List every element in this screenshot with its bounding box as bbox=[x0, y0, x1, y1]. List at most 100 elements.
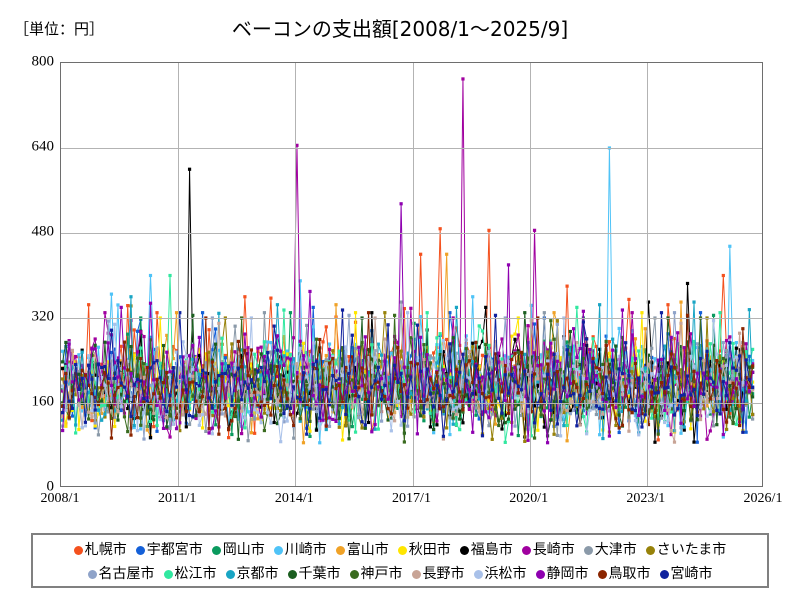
legend-item-浜松市[interactable]: 浜松市 bbox=[473, 567, 527, 581]
data-point-marker bbox=[493, 414, 498, 418]
legend-item-長野市[interactable]: 長野市 bbox=[411, 567, 465, 581]
data-point-marker bbox=[513, 377, 517, 381]
data-point-marker bbox=[246, 397, 250, 401]
data-point-marker bbox=[161, 381, 166, 385]
gridline-horizontal bbox=[61, 233, 762, 234]
data-point-marker bbox=[578, 346, 582, 351]
legend-item-大津市[interactable]: 大津市 bbox=[583, 543, 637, 557]
data-point-marker bbox=[96, 372, 101, 377]
data-point-marker bbox=[575, 360, 579, 364]
data-point-marker bbox=[467, 380, 472, 384]
legend-item-福島市[interactable]: 福島市 bbox=[459, 543, 513, 557]
legend-item-松江市[interactable]: 松江市 bbox=[163, 567, 217, 581]
data-point-marker bbox=[266, 390, 270, 394]
data-point-marker bbox=[627, 374, 631, 378]
data-point-marker bbox=[350, 368, 354, 372]
data-point-marker bbox=[249, 348, 253, 352]
data-point-marker bbox=[399, 394, 403, 398]
legend-item-長崎市[interactable]: 長崎市 bbox=[521, 543, 575, 557]
data-point-marker bbox=[253, 352, 257, 356]
data-point-marker bbox=[197, 353, 201, 357]
data-point-marker bbox=[666, 408, 670, 412]
data-point-marker bbox=[184, 373, 188, 377]
data-point-marker bbox=[165, 376, 169, 380]
data-point-marker bbox=[591, 349, 595, 353]
data-point-marker bbox=[656, 416, 660, 421]
legend-item-静岡市[interactable]: 静岡市 bbox=[535, 567, 589, 581]
data-point-marker bbox=[318, 416, 322, 420]
data-point-marker bbox=[155, 359, 159, 363]
data-point-marker bbox=[373, 356, 377, 360]
data-point-marker bbox=[731, 421, 735, 426]
data-point-marker bbox=[734, 340, 738, 345]
legend-item-千葉市[interactable]: 千葉市 bbox=[287, 567, 341, 581]
data-point-marker bbox=[653, 378, 657, 382]
data-point-marker bbox=[552, 432, 556, 436]
data-point-marker bbox=[230, 415, 234, 419]
legend-color-dot-icon bbox=[659, 569, 669, 579]
legend-item-富山市[interactable]: 富山市 bbox=[335, 543, 389, 557]
data-point-marker bbox=[484, 386, 488, 390]
data-point-marker bbox=[295, 402, 299, 407]
data-point-marker bbox=[614, 413, 618, 417]
legend-item-京都市[interactable]: 京都市 bbox=[225, 567, 279, 581]
legend-item-宮崎市[interactable]: 宮崎市 bbox=[659, 567, 713, 581]
data-point-marker bbox=[510, 382, 514, 387]
data-point-marker bbox=[376, 358, 380, 362]
legend-item-川崎市[interactable]: 川崎市 bbox=[273, 543, 327, 557]
data-point-marker bbox=[282, 390, 286, 394]
legend-item-秋田市[interactable]: 秋田市 bbox=[397, 543, 451, 557]
data-point-marker bbox=[87, 303, 91, 307]
data-point-marker bbox=[487, 372, 491, 376]
legend-color-dot-icon bbox=[135, 545, 145, 555]
data-point-marker bbox=[129, 295, 133, 299]
legend-color-dot-icon bbox=[521, 545, 531, 555]
data-point-marker bbox=[650, 416, 654, 420]
data-point-marker bbox=[126, 430, 130, 434]
data-point-marker bbox=[191, 367, 195, 371]
data-point-marker bbox=[327, 375, 332, 380]
legend-item-鳥取市[interactable]: 鳥取市 bbox=[597, 567, 651, 581]
data-point-marker bbox=[106, 360, 110, 364]
data-point-marker bbox=[751, 364, 755, 368]
data-point-marker bbox=[61, 410, 65, 415]
data-point-marker bbox=[698, 405, 703, 409]
data-point-marker bbox=[497, 360, 501, 364]
data-point-marker bbox=[682, 409, 686, 413]
data-point-marker bbox=[269, 350, 273, 354]
legend-item-名古屋市[interactable]: 名古屋市 bbox=[87, 567, 155, 581]
data-point-marker bbox=[200, 426, 205, 430]
data-point-marker bbox=[337, 383, 341, 388]
data-point-marker bbox=[643, 419, 647, 423]
legend-item-岡山市[interactable]: 岡山市 bbox=[211, 543, 265, 557]
legend-item-宇都宮市[interactable]: 宇都宮市 bbox=[135, 543, 203, 557]
data-point-marker bbox=[311, 407, 315, 411]
data-point-marker bbox=[197, 384, 201, 388]
data-point-marker bbox=[279, 361, 283, 365]
data-point-marker bbox=[425, 328, 429, 332]
data-point-marker bbox=[308, 391, 312, 396]
data-point-marker bbox=[604, 359, 608, 363]
data-point-marker bbox=[467, 373, 472, 378]
data-point-marker bbox=[711, 410, 716, 414]
data-point-marker bbox=[243, 332, 247, 336]
data-point-marker bbox=[646, 353, 651, 357]
data-point-marker bbox=[406, 351, 410, 355]
data-point-marker bbox=[578, 362, 582, 367]
data-point-marker bbox=[484, 355, 488, 359]
data-point-marker bbox=[292, 379, 296, 383]
data-point-marker bbox=[604, 393, 608, 397]
data-point-marker bbox=[751, 385, 755, 390]
legend-item-神戸市[interactable]: 神戸市 bbox=[349, 567, 403, 581]
data-point-marker bbox=[119, 405, 123, 409]
data-point-marker bbox=[353, 430, 358, 434]
data-point-marker bbox=[692, 387, 696, 392]
legend-item-札幌市[interactable]: 札幌市 bbox=[73, 543, 127, 557]
data-point-marker bbox=[666, 332, 670, 336]
legend-item-さいたま市[interactable]: さいたま市 bbox=[645, 543, 726, 557]
data-point-marker bbox=[67, 342, 71, 346]
data-point-marker bbox=[428, 361, 432, 365]
data-point-marker bbox=[558, 434, 563, 438]
data-point-marker bbox=[168, 397, 172, 401]
data-point-marker bbox=[402, 387, 406, 391]
